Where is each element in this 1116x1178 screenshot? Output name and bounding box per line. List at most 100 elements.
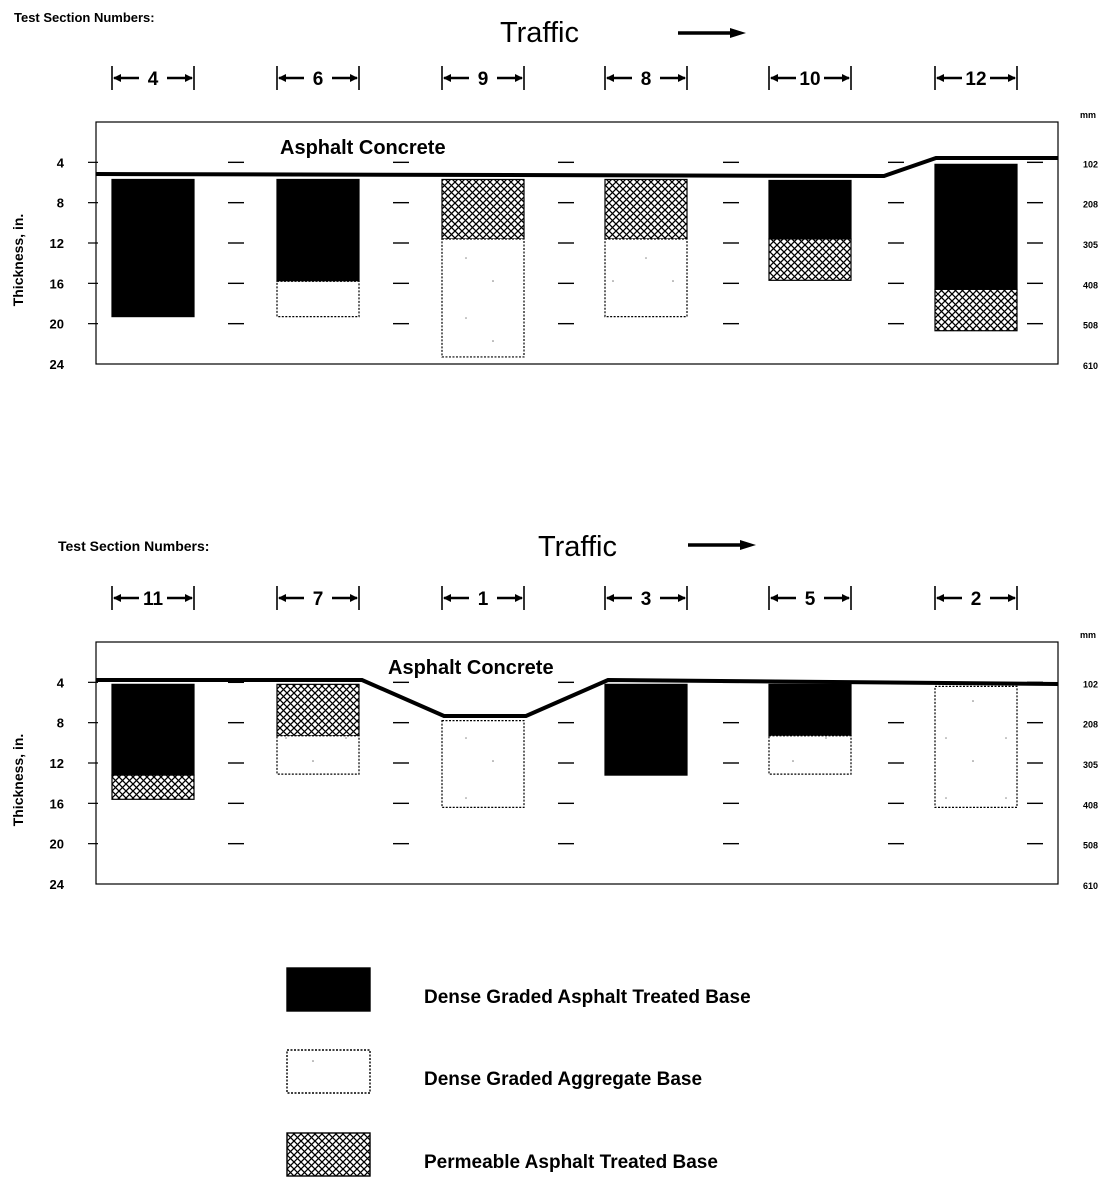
- mm-axis: mm 102 208 305 408 508 610: [1080, 630, 1098, 891]
- gridline-dashes: [228, 161, 1043, 325]
- mm-tick-label: 408: [1083, 280, 1098, 290]
- mm-tick-label: 208: [1083, 720, 1098, 730]
- mm-tick-label: 508: [1083, 841, 1098, 851]
- y-tick-label: 20: [50, 317, 64, 332]
- section-marker-1: 1: [441, 586, 525, 610]
- section-markers: 4 6 9 8 10 12: [111, 66, 1018, 90]
- legend-item-dense-atb: Dense Graded Asphalt Treated Base: [286, 967, 751, 1012]
- y-axis-label: Thickness, in.: [10, 734, 26, 827]
- mm-axis: mm 102 208 305 408 508 610: [1080, 110, 1098, 371]
- section-10-bar: [768, 179, 852, 281]
- section-7-bar: [276, 683, 360, 775]
- mm-tick-label: 102: [1083, 159, 1098, 169]
- legend-item-permeable-atb: Permeable Asphalt Treated Base: [286, 1132, 718, 1177]
- y-tick-label: 12: [50, 756, 64, 771]
- y-tick-label: 24: [50, 877, 65, 892]
- layer-dense-atb: [604, 683, 688, 776]
- section-number: 10: [799, 69, 820, 90]
- section-marker-2: 2: [934, 586, 1018, 610]
- asphalt-concrete-label: Asphalt Concrete: [280, 137, 446, 159]
- y-axis-label: Thickness, in.: [10, 214, 26, 307]
- layer-dense-atb: [111, 683, 195, 776]
- section-number: 7: [313, 589, 324, 610]
- layer-dense-atb: [276, 178, 360, 282]
- section-number: 11: [143, 589, 164, 610]
- layer-dense-atb: [768, 683, 852, 737]
- section-number: 3: [641, 589, 652, 610]
- section-marker-6: 6: [276, 66, 360, 90]
- panel-top: Test Section Numbers: Traffic 4 6 9 8 10 12 A…: [10, 10, 1098, 372]
- section-marker-9: 9: [441, 66, 525, 90]
- layer-permeable-atb: [111, 774, 195, 800]
- section-9-bar: [441, 178, 525, 358]
- section-marker-4: 4: [111, 66, 195, 90]
- mm-tick-label: 102: [1083, 679, 1098, 689]
- section-4-bar: [111, 178, 195, 318]
- section-12-bar: [934, 163, 1018, 332]
- section-5-bar: [768, 683, 852, 775]
- y-tick-label: 20: [50, 837, 64, 852]
- layer-aggregate: [276, 735, 360, 775]
- mm-tick-label: 508: [1083, 321, 1098, 331]
- section-2-bar: [934, 685, 1018, 808]
- asphalt-concrete-label: Asphalt Concrete: [388, 657, 554, 679]
- layer-permeable-atb: [276, 683, 360, 737]
- section-number: 1: [478, 589, 489, 610]
- traffic-label: Traffic: [538, 531, 617, 563]
- layer-permeable-atb: [768, 238, 852, 281]
- section-markers: 11 7 1 3 5 2: [111, 586, 1018, 610]
- asphalt-concrete-line: [96, 677, 1059, 718]
- legend: Dense Graded Asphalt Treated Base Dense G…: [286, 967, 751, 1177]
- section-1-bar: [441, 720, 525, 808]
- layer-permeable-atb: [441, 178, 525, 240]
- layer-permeable-atb: [604, 178, 688, 240]
- mm-tick-label: 208: [1083, 200, 1098, 210]
- panel-bottom: Test Section Numbers: Traffic 11 7 1 3 5 2 As…: [10, 531, 1098, 892]
- legend-swatch: [286, 1049, 371, 1094]
- layer-dense-atb: [111, 178, 195, 318]
- y-tick-label: 12: [50, 236, 64, 251]
- section-number: 9: [478, 69, 489, 90]
- section-11-bar: [111, 683, 195, 800]
- mm-tick-label: 305: [1083, 240, 1098, 250]
- y-tick-label: 8: [57, 716, 64, 731]
- section-marker-11: 11: [111, 586, 195, 610]
- section-8-bar: [604, 178, 688, 318]
- layer-aggregate: [604, 238, 688, 318]
- legend-label: Permeable Asphalt Treated Base: [424, 1152, 718, 1173]
- layer-aggregate: [934, 685, 1018, 808]
- y-tick-label: 16: [50, 796, 64, 811]
- section-number: 8: [641, 69, 652, 90]
- y-tick-label: 4: [57, 155, 65, 170]
- y-tick-label: 8: [57, 196, 64, 211]
- section-number: 6: [313, 69, 324, 90]
- layer-dense-atb: [934, 163, 1018, 290]
- section-6-bar: [276, 178, 360, 318]
- layer-permeable-atb: [934, 288, 1018, 332]
- y-axis: 4 8 12 16 20 24: [50, 675, 98, 892]
- section-bars: [111, 163, 1018, 358]
- legend-label: Dense Graded Aggregate Base: [424, 1069, 702, 1090]
- mm-unit-label: mm: [1080, 630, 1096, 640]
- legend-swatch: [286, 967, 371, 1012]
- layer-aggregate: [768, 735, 852, 775]
- panel-header: Test Section Numbers:: [14, 10, 155, 25]
- section-marker-5: 5: [768, 586, 852, 610]
- legend-item-aggregate: Dense Graded Aggregate Base: [286, 1049, 702, 1094]
- layer-dense-atb: [768, 179, 852, 240]
- section-number: 4: [148, 69, 159, 90]
- y-tick-label: 4: [57, 675, 65, 690]
- mm-tick-label: 305: [1083, 760, 1098, 770]
- layer-aggregate: [441, 238, 525, 358]
- mm-tick-label: 408: [1083, 800, 1098, 810]
- section-number: 2: [971, 589, 982, 610]
- y-tick-label: 24: [50, 357, 65, 372]
- section-marker-12: 12: [934, 66, 1018, 90]
- y-axis: 4 8 12 16 20 24: [50, 155, 98, 372]
- section-marker-10: 10: [768, 66, 852, 90]
- legend-label: Dense Graded Asphalt Treated Base: [424, 987, 751, 1008]
- section-number: 12: [965, 69, 986, 90]
- section-number: 5: [805, 589, 816, 610]
- section-marker-3: 3: [604, 586, 688, 610]
